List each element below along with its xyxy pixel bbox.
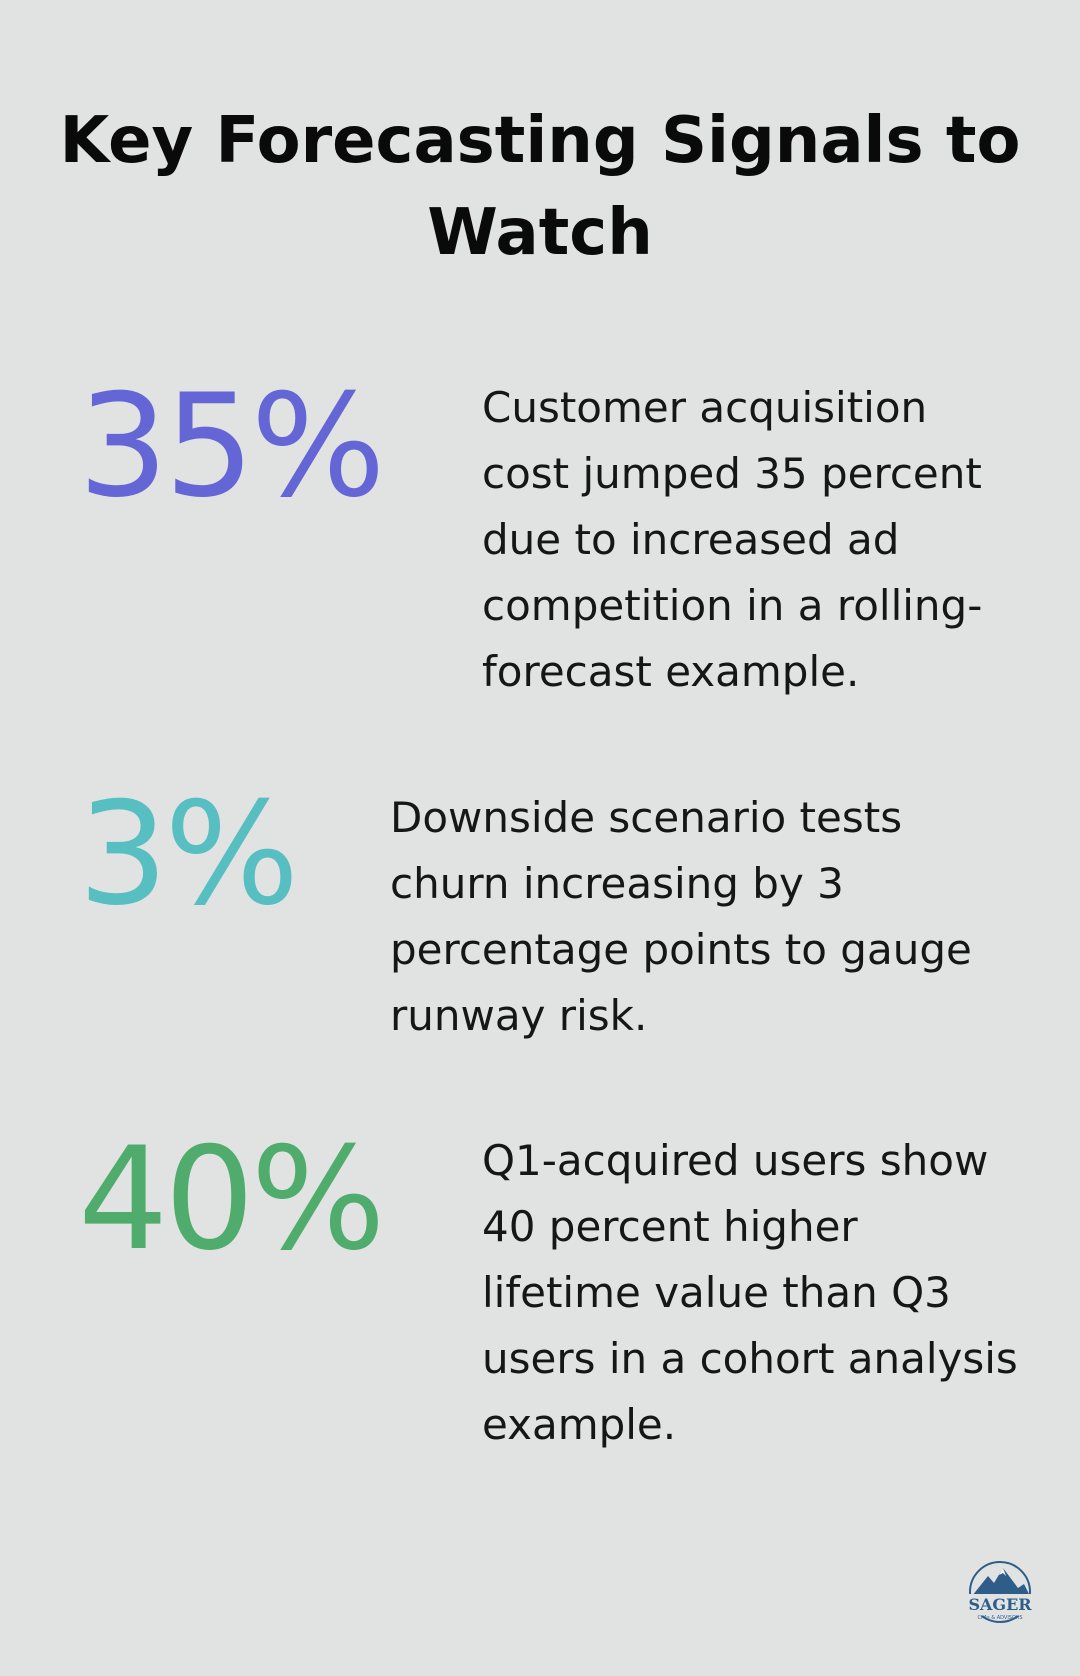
logo-name: SAGER xyxy=(968,1595,1032,1614)
stat-value-cac: 35% xyxy=(78,364,386,529)
stat-description-churn: Downside scenario tests churn increasing… xyxy=(390,793,972,1040)
sager-logo: SAGER CPAs & ADVISORS xyxy=(958,1558,1042,1630)
page-title: Key Forecasting Signals to Watch xyxy=(59,104,1021,270)
stat-value-ltv: 40% xyxy=(78,1117,386,1282)
stat-description-ltv: Q1-acquired users show 40 percent higher… xyxy=(482,1136,1018,1449)
mountain-logo-icon: SAGER CPAs & ADVISORS xyxy=(964,1561,1036,1623)
stat-description-cac: Customer acquisition cost jumped 35 perc… xyxy=(482,383,983,696)
stat-value-churn: 3% xyxy=(78,772,299,937)
logo-tagline: CPAs & ADVISORS xyxy=(977,1615,1022,1621)
